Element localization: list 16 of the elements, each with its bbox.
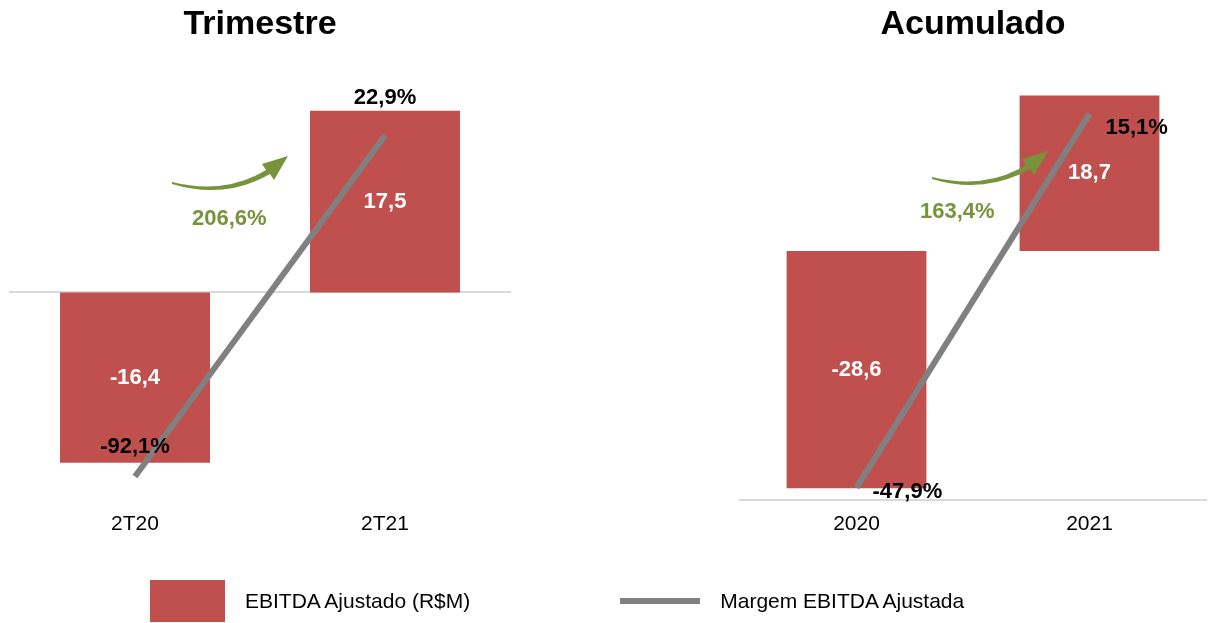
x-tick-label: 2020: [833, 511, 880, 535]
chart-title: Trimestre: [183, 2, 337, 41]
x-tick-label: 2T20: [111, 511, 159, 535]
data-label: -16,4: [109, 363, 161, 389]
x-tick-label: 2021: [1066, 511, 1113, 535]
data-label: -28,6: [831, 355, 882, 381]
x-tick-label: 2T21: [361, 511, 409, 535]
data-label: 22,9%: [353, 83, 417, 109]
legend-label: Margem EBITDA Ajustada: [720, 589, 965, 613]
annotation: 163,4%: [920, 198, 995, 224]
data-label: 17,5: [363, 187, 407, 213]
chart-title: Acumulado: [880, 2, 1066, 41]
data-label: 18,7: [1068, 159, 1111, 185]
data-label: -92,1%: [100, 432, 170, 458]
legend-label: EBITDA Ajustado (R$M): [245, 589, 471, 613]
annotation: 206,6%: [192, 205, 267, 231]
